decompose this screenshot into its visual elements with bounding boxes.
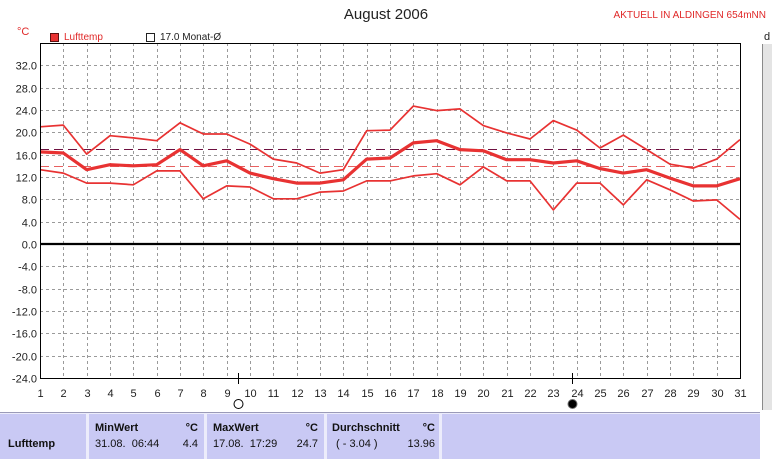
x-tick-label: 3 — [84, 388, 90, 400]
stats-panel: Lufttemp MinWert °C 31.08. 06:44 4.4 Max… — [0, 412, 760, 459]
min-value-cell: MinWert °C 31.08. 06:44 4.4 — [89, 414, 204, 459]
x-tick-label: 17 — [407, 388, 419, 400]
y-tick-label: 8.0 — [22, 195, 37, 207]
column-title-max: MaxWert — [213, 422, 259, 434]
x-tick-label: 25 — [594, 388, 606, 400]
y-tick-label: -16.0 — [12, 329, 37, 341]
x-tick-label: 22 — [524, 388, 536, 400]
x-tick-label: 12 — [291, 388, 303, 400]
empty-square-icon — [146, 33, 155, 42]
legend-label: Lufttemp — [64, 32, 103, 43]
x-tick-label: 10 — [244, 388, 256, 400]
y-tick-label: 16.0 — [16, 151, 37, 163]
y-tick-label: 12.0 — [16, 173, 37, 185]
y-tick-label: 4.0 — [22, 218, 37, 230]
upper-temp-line — [39, 105, 741, 174]
max-timestamp: 17.08. 17:29 — [213, 438, 278, 450]
min-value: 4.4 — [182, 438, 198, 450]
x-tick-label: 19 — [454, 388, 466, 400]
temperature-chart: 32.0 28.0 24.0 20.0 16.0 12.0 8.0 4.0 0.0 -4.0 -8.… — [12, 43, 747, 409]
x-tick-label: 9 — [224, 388, 230, 400]
filled-square-icon — [50, 33, 59, 42]
empty-stats-cell — [442, 414, 760, 459]
chart-title: August 2006 — [343, 6, 429, 23]
column-title-average: Durchschnitt — [332, 422, 400, 434]
x-tick-label: 6 — [154, 388, 160, 400]
x-tick-label: 28 — [664, 388, 676, 400]
x-tick-label: 27 — [641, 388, 653, 400]
x-tick-label: 8 — [200, 388, 206, 400]
y-tick-label: -20.0 — [12, 352, 37, 364]
x-tick-label: 29 — [687, 388, 699, 400]
y-tick-label: 32.0 — [16, 61, 37, 73]
average-value: 13.96 — [407, 438, 435, 450]
station-label: AKTUELL IN ALDINGEN 654mNN — [613, 10, 766, 21]
x-tick-label: 30 — [711, 388, 723, 400]
x-tick-label: 1 — [37, 388, 43, 400]
average-value-cell: Durchschnitt °C ( - 3.04 ) 13.96 — [327, 414, 439, 459]
stats-row-label-cell: Lufttemp — [0, 414, 86, 459]
truncated-edge-label: d — [764, 31, 771, 43]
y-tick-label: -8.0 — [18, 285, 37, 297]
y-tick-label: 0.0 — [22, 240, 37, 252]
right-panel-edge — [762, 44, 772, 410]
average-deviation: ( - 3.04 ) — [336, 438, 378, 450]
plot-frame — [40, 43, 741, 379]
x-tick-label: 20 — [477, 388, 489, 400]
x-tick-label: 31 — [734, 388, 746, 400]
y-tick-label: -4.0 — [18, 262, 37, 274]
x-tick-label: 11 — [268, 388, 279, 400]
x-tick-label: 2 — [60, 388, 66, 400]
legend-label: 17.0 Monat-Ø — [160, 32, 222, 43]
x-tick-label: 4 — [107, 388, 113, 400]
x-tick-label: 23 — [547, 388, 559, 400]
full-moon-icon — [233, 399, 244, 409]
max-value: 24.7 — [296, 438, 318, 450]
x-tick-label: 5 — [130, 388, 136, 400]
x-tick-label: 7 — [177, 388, 183, 400]
x-tick-label: 16 — [384, 388, 396, 400]
y-tick-label: 28.0 — [16, 84, 37, 96]
row-label: Lufttemp — [8, 438, 56, 450]
y-tick-label: 24.0 — [16, 106, 37, 118]
y-tick-label: 20.0 — [16, 128, 37, 140]
column-unit: °C — [185, 422, 198, 434]
x-tick-label: 15 — [361, 388, 373, 400]
y-tick-label: -24.0 — [12, 374, 37, 386]
x-tick-label: 13 — [314, 388, 326, 400]
x-tick-label: 21 — [501, 388, 513, 400]
y-tick-label: -12.0 — [12, 307, 37, 319]
min-timestamp: 31.08. 06:44 — [95, 438, 160, 450]
x-tick-label: 18 — [431, 388, 443, 400]
column-title-min: MinWert — [95, 422, 139, 434]
x-tick-label: 26 — [617, 388, 629, 400]
lower-temp-line — [39, 166, 741, 221]
mean-temp-line — [39, 139, 741, 188]
column-unit: °C — [422, 422, 435, 434]
column-unit: °C — [305, 422, 318, 434]
new-moon-icon — [567, 399, 578, 409]
x-tick-label: 14 — [337, 388, 349, 400]
x-tick-label: 24 — [571, 388, 583, 400]
max-value-cell: MaxWert °C 17.08. 17:29 24.7 — [207, 414, 324, 459]
y-axis-unit-label: °C — [17, 26, 30, 38]
